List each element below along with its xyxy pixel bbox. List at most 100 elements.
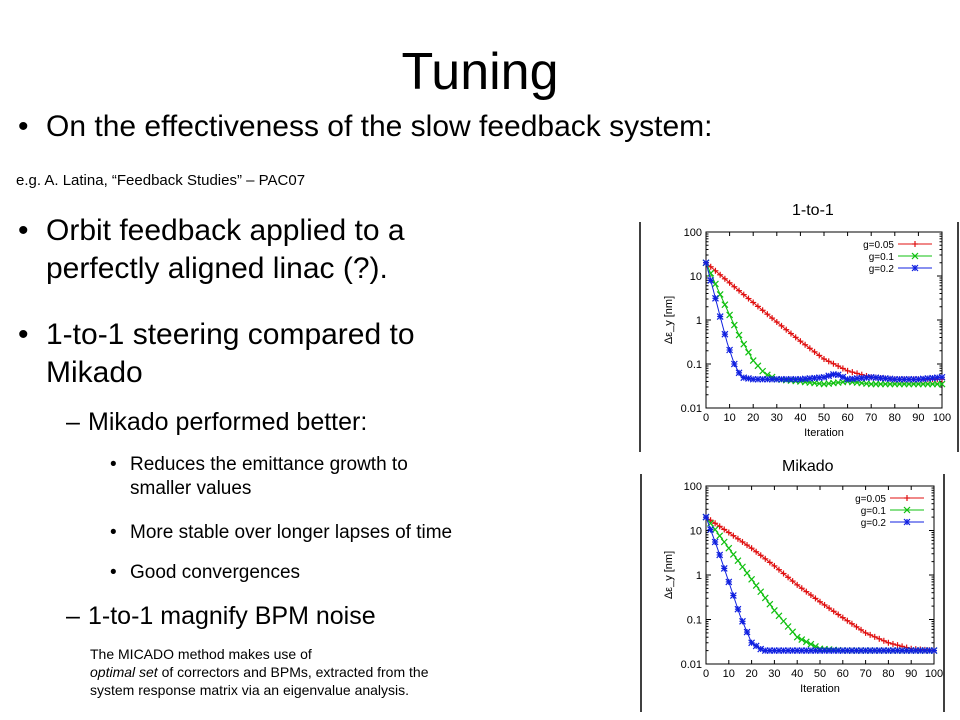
x-tick-label: 30 <box>771 412 783 424</box>
note-line2-rest: of correctors and BPMs, extracted from t… <box>157 664 429 680</box>
bullet-effectiveness: On the effectiveness of the slow feedbac… <box>46 110 713 143</box>
data-point <box>730 360 738 368</box>
legend-label: g=0.2 <box>861 518 887 529</box>
bullet-steering-line2: Mikado <box>46 356 143 389</box>
data-point <box>740 340 748 348</box>
y-tick-label: 0.01 <box>681 659 702 671</box>
data-point <box>729 551 737 558</box>
data-point <box>707 526 714 533</box>
data-point <box>834 371 842 379</box>
y-tick-label: 100 <box>684 481 702 493</box>
x-tick-label: 90 <box>905 668 917 680</box>
x-tick-label: 40 <box>791 668 803 680</box>
data-point <box>820 380 828 388</box>
plot-frame <box>705 485 935 665</box>
note-line1: The MICADO method makes use of <box>90 646 312 662</box>
data-point <box>716 551 724 559</box>
y-tick-label: 10 <box>690 526 702 538</box>
slide-title: Tuning <box>401 43 559 101</box>
bullet-marker: • <box>18 110 29 143</box>
data-point <box>919 375 927 383</box>
item-convergences: Good convergences <box>130 562 301 583</box>
data-point <box>720 538 728 546</box>
series-line <box>705 262 942 385</box>
legend-label: g=0.2 <box>869 264 895 275</box>
y-tick-label: 1 <box>696 315 702 327</box>
data-point <box>793 633 801 641</box>
x-tick-label: 50 <box>818 412 830 424</box>
data-point <box>729 592 737 599</box>
data-point <box>735 369 743 377</box>
data-point <box>730 321 738 329</box>
data-point <box>839 373 847 381</box>
x-tick-label: 90 <box>912 412 924 424</box>
data-point <box>825 380 833 387</box>
data-point <box>911 264 919 272</box>
data-point <box>839 378 847 386</box>
data-point <box>796 375 804 383</box>
data-point <box>757 588 765 596</box>
sub-bullet-mikado-better: Mikado performed better: <box>88 408 368 436</box>
y-axis-label: Δε_y [nm] <box>663 296 675 344</box>
legend-label: g=0.1 <box>869 252 895 263</box>
x-tick-label: 70 <box>865 412 877 424</box>
data-point <box>743 628 751 636</box>
data-point <box>752 642 760 650</box>
item-stable: More stable over longer lapses of time <box>130 522 453 543</box>
data-point <box>739 617 746 625</box>
note-line3: system response matrix via an eigenvalue… <box>90 682 410 698</box>
chart-1to1: 0 10 20 30 40 50 60 70 80 90 100 0.01 0.1 1 10 100 Itera… <box>639 222 959 452</box>
data-point <box>720 564 728 572</box>
data-point <box>752 582 760 589</box>
x-tick-label: 80 <box>882 668 894 680</box>
data-point <box>759 367 767 375</box>
data-point <box>853 375 861 382</box>
bullet-marker: • <box>18 214 29 247</box>
x-tick-label: 10 <box>723 412 735 424</box>
x-axis-label: Iteration <box>800 683 840 695</box>
series-line <box>705 516 935 652</box>
data-point <box>825 372 833 380</box>
data-point <box>721 301 729 309</box>
data-point <box>707 276 715 284</box>
data-point <box>929 374 936 382</box>
bullet-marker: • <box>110 562 117 583</box>
data-point <box>806 375 814 382</box>
data-point <box>734 557 742 565</box>
data-point <box>924 375 932 382</box>
bullet-steering-line1: 1-to-1 steering compared to <box>46 318 415 351</box>
data-point <box>726 311 734 319</box>
note-line2: optimal set of correctors and BPMs, extr… <box>90 664 428 681</box>
data-point <box>802 638 810 646</box>
data-point <box>807 640 815 648</box>
data-point <box>933 374 941 382</box>
data-point <box>820 373 828 381</box>
sub-bullet-bpm-noise: 1-to-1 magnify BPM noise <box>88 602 376 630</box>
data-point <box>739 563 746 571</box>
data-point <box>863 374 870 382</box>
data-point <box>711 538 719 546</box>
y-tick-label: 100 <box>684 227 702 239</box>
x-tick-label: 50 <box>814 668 826 680</box>
x-tick-label: 100 <box>933 412 951 424</box>
data-point <box>748 639 756 647</box>
data-point <box>725 578 733 586</box>
data-point <box>743 569 751 577</box>
chart-title-1to1: 1-to-1 <box>792 202 834 219</box>
data-point <box>784 623 792 630</box>
data-point <box>938 380 946 388</box>
series-line <box>705 516 934 652</box>
data-point <box>712 294 719 302</box>
x-axis-label: Iteration <box>804 427 844 439</box>
data-point <box>801 375 809 383</box>
dash-marker: – <box>66 408 80 436</box>
y-tick-label: 0.01 <box>681 403 702 415</box>
x-tick-label: 70 <box>859 668 871 680</box>
data-point <box>780 617 787 625</box>
data-point <box>707 269 715 277</box>
y-tick-label: 0.1 <box>687 359 702 371</box>
data-point <box>914 375 922 383</box>
data-point <box>748 575 756 583</box>
bullet-marker: • <box>110 522 117 543</box>
data-point <box>770 606 778 614</box>
